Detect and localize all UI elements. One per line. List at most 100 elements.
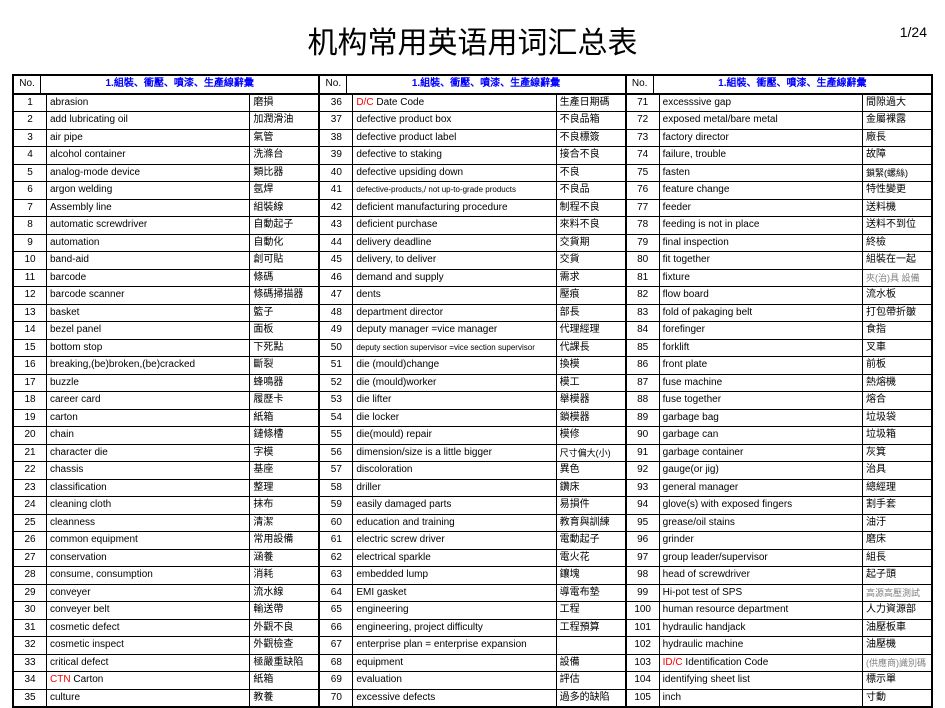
cell-english: die (mould)worker: [353, 375, 556, 392]
cell-no: 49: [320, 322, 353, 339]
cell-no: 88: [627, 392, 660, 409]
cell-no: 100: [627, 602, 660, 619]
cell-no: 93: [627, 480, 660, 497]
table-row: 93general manager總經理: [627, 480, 933, 498]
cell-chinese: [557, 637, 627, 654]
cell-no: 62: [320, 550, 353, 567]
table-row: 59easily damaged parts易損件: [320, 497, 626, 515]
cell-english: conservation: [47, 550, 250, 567]
table-row: 21character die字模: [14, 445, 320, 463]
cell-no: 30: [14, 602, 47, 619]
cell-no: 29: [14, 585, 47, 602]
cell-english: character die: [47, 445, 250, 462]
table-row: 81fixture夾(治)具 設備: [627, 270, 933, 288]
cell-chinese: 終檢: [863, 235, 933, 252]
cell-chinese: 異色: [557, 462, 627, 479]
cell-no: 51: [320, 357, 353, 374]
header-category: 1.組裝、衝壓、噴漆、生產線辭彙: [654, 76, 933, 93]
table-row: 40defective upsiding down不良: [320, 165, 626, 183]
cell-english: hydraulic handjack: [660, 620, 863, 637]
cell-english: general manager: [660, 480, 863, 497]
cell-chinese: 油汙: [863, 515, 933, 532]
cell-no: 78: [627, 217, 660, 234]
table-row: 15bottom stop下死點: [14, 340, 320, 358]
cell-chinese: 磨損: [250, 95, 320, 112]
cell-no: 73: [627, 130, 660, 147]
cell-chinese: 治具: [863, 462, 933, 479]
cell-no: 82: [627, 287, 660, 304]
cell-no: 17: [14, 375, 47, 392]
cell-chinese: 間隙過大: [863, 95, 933, 112]
table-row: 29conveyer流水線: [14, 585, 320, 603]
table-row: 50deputy section supervisor =vice sectio…: [320, 340, 626, 358]
cell-chinese: 油壓機: [863, 637, 933, 654]
cell-chinese: 過多的缺陷: [557, 690, 627, 707]
cell-no: 104: [627, 672, 660, 689]
cell-english: excesssive gap: [660, 95, 863, 112]
cell-chinese: 評估: [557, 672, 627, 689]
cell-chinese: 自動化: [250, 235, 320, 252]
cell-chinese: 加潤滑油: [250, 112, 320, 129]
cell-english: grease/oil stains: [660, 515, 863, 532]
cell-no: 91: [627, 445, 660, 462]
cell-no: 77: [627, 200, 660, 217]
cell-english: defective product box: [353, 112, 556, 129]
cell-chinese: 特性變更: [863, 182, 933, 199]
cell-chinese: 流水板: [863, 287, 933, 304]
cell-no: 5: [14, 165, 47, 182]
cell-no: 74: [627, 147, 660, 164]
table-row: 34CTN Carton紙箱: [14, 672, 320, 690]
cell-english: garbage container: [660, 445, 863, 462]
cell-chinese: 教養: [250, 690, 320, 707]
table-row: 28consume, consumption消耗: [14, 567, 320, 585]
cell-english: cleanness: [47, 515, 250, 532]
cell-english: classification: [47, 480, 250, 497]
cell-chinese: 清潔: [250, 515, 320, 532]
table-row: 94glove(s) with exposed fingers割手套: [627, 497, 933, 515]
table-row: 11barcode條碼: [14, 270, 320, 288]
table-row: 89garbage bag垃圾袋: [627, 410, 933, 428]
cell-no: 92: [627, 462, 660, 479]
table-column: No.1.組裝、衝壓、噴漆、生產線辭彙36D/C Date Code生產日期碼3…: [320, 74, 626, 708]
table-row: 43deficient purchase來料不良: [320, 217, 626, 235]
table-row: 63embedded lump鑲塊: [320, 567, 626, 585]
table-row: 90garbage can垃圾箱: [627, 427, 933, 445]
table-row: 98head of screwdriver起子頭: [627, 567, 933, 585]
table-row: 67enterprise plan = enterprise expansion: [320, 637, 626, 655]
cell-chinese: 鑲塊: [557, 567, 627, 584]
header-category: 1.組裝、衝壓、噴漆、生產線辭彙: [347, 76, 626, 93]
cell-chinese: 代課長: [557, 340, 627, 357]
cell-english: easily damaged parts: [353, 497, 556, 514]
cell-english: fold of pakaging belt: [660, 305, 863, 322]
cell-chinese: 食指: [863, 322, 933, 339]
cell-english: D/C Date Code: [353, 95, 556, 112]
cell-chinese: 生產日期碼: [557, 95, 627, 112]
cell-english: feature change: [660, 182, 863, 199]
cell-no: 102: [627, 637, 660, 654]
cell-no: 4: [14, 147, 47, 164]
cell-no: 34: [14, 672, 47, 689]
table-row: 80fit together組裝在一起: [627, 252, 933, 270]
cell-english: forklift: [660, 340, 863, 357]
column-header-row: No.1.組裝、衝壓、噴漆、生產線辭彙: [14, 76, 320, 95]
cell-no: 50: [320, 340, 353, 357]
cell-no: 60: [320, 515, 353, 532]
cell-english: hydraulic machine: [660, 637, 863, 654]
table-row: 84forefinger食指: [627, 322, 933, 340]
table-row: 44delivery deadline交貨期: [320, 235, 626, 253]
table-row: 39defective to staking接合不良: [320, 147, 626, 165]
cell-chinese: 部長: [557, 305, 627, 322]
cell-english: department director: [353, 305, 556, 322]
cell-no: 13: [14, 305, 47, 322]
cell-chinese: 字模: [250, 445, 320, 462]
cell-chinese: 紙箱: [250, 672, 320, 689]
table-row: 61electric screw driver電動起子: [320, 532, 626, 550]
table-row: 51die (mould)change換模: [320, 357, 626, 375]
table-row: 16breaking,(be)broken,(be)cracked斷裂: [14, 357, 320, 375]
cell-chinese: 磨床: [863, 532, 933, 549]
cell-chinese: 籃子: [250, 305, 320, 322]
cell-english: air pipe: [47, 130, 250, 147]
cell-english: dimension/size is a little bigger: [353, 445, 556, 462]
header-no: No.: [14, 76, 41, 93]
cell-chinese: 熱熔機: [863, 375, 933, 392]
